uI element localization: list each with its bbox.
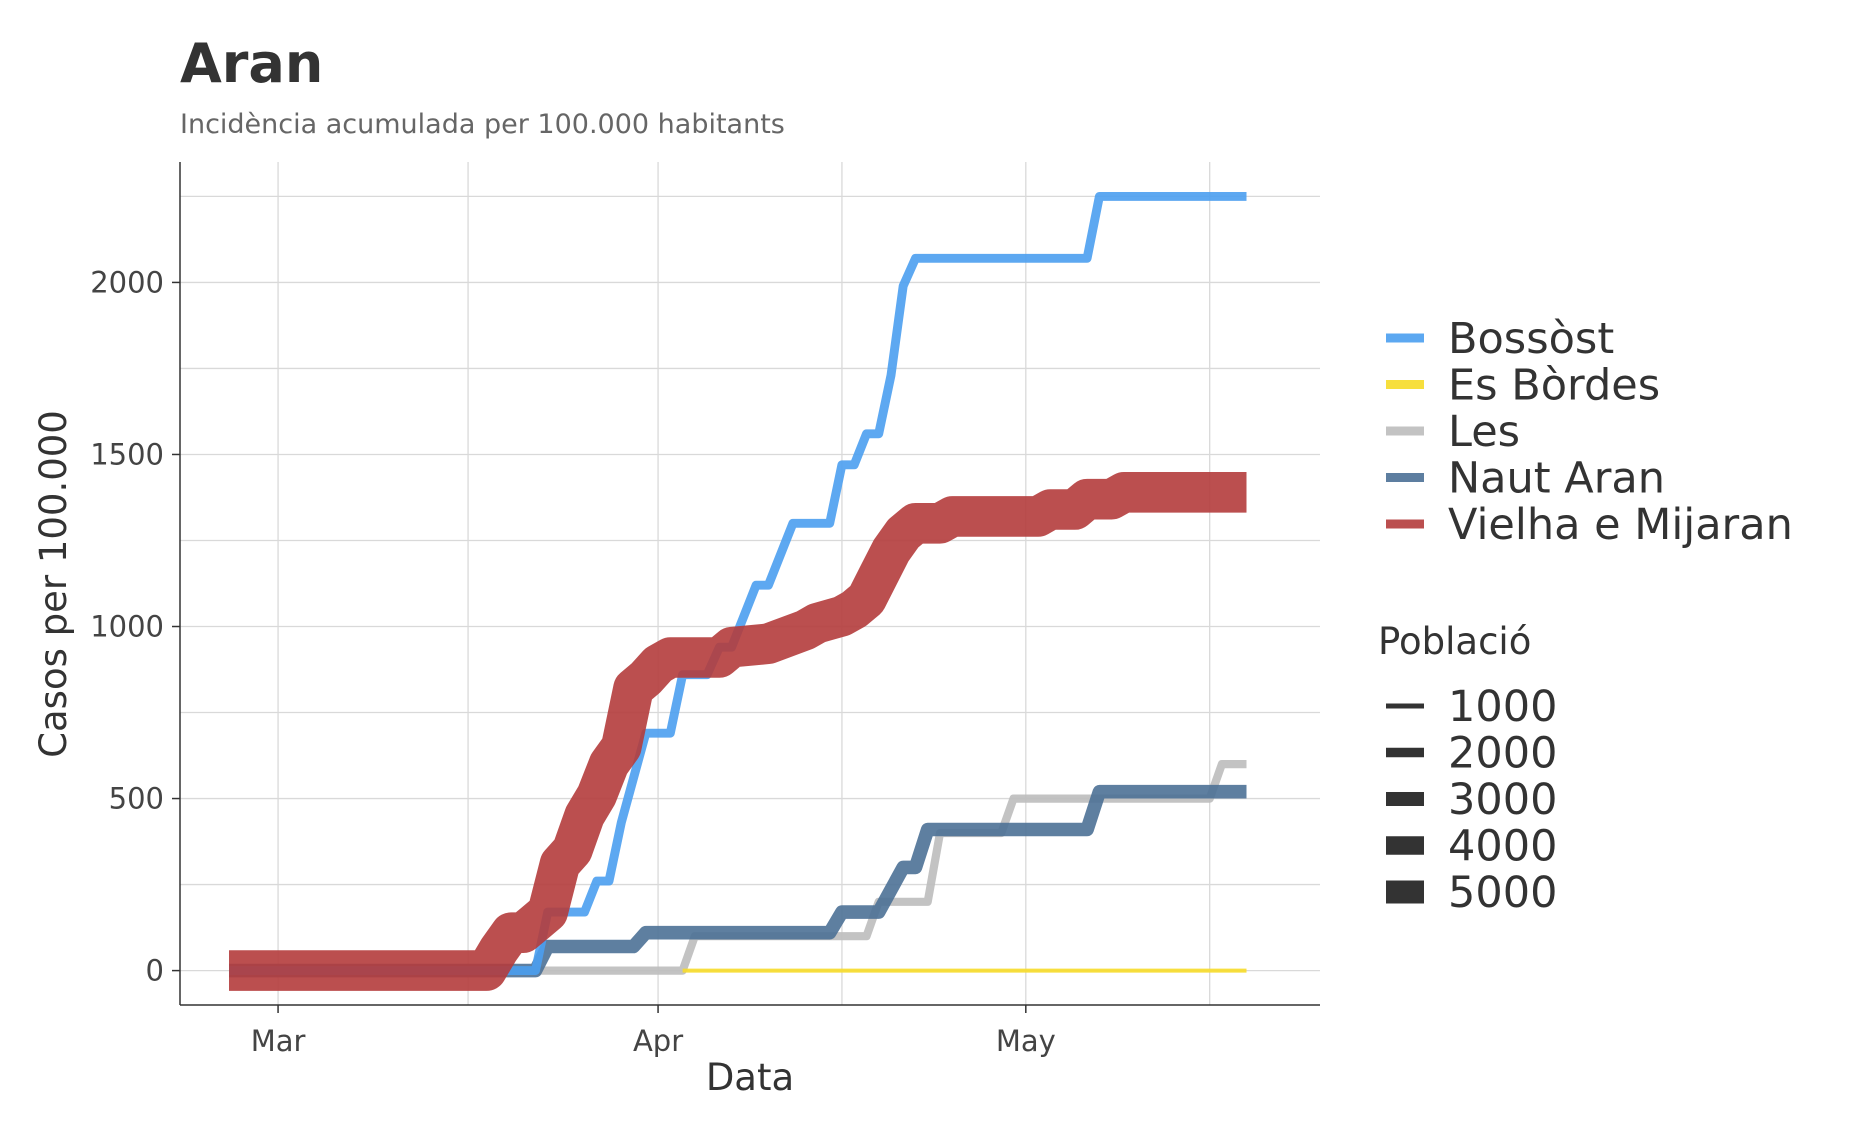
x-axis-ticks: Mar Apr May	[251, 1005, 1056, 1058]
legend-color-label: Naut Aran	[1448, 454, 1665, 504]
legend-size-label: 2000	[1448, 729, 1557, 779]
legend-color-label: Es Bòrdes	[1448, 361, 1660, 411]
x-axis-title: Data	[706, 1056, 794, 1099]
legend-size-label: 5000	[1448, 868, 1557, 918]
y-tick-label: 1500	[90, 437, 164, 471]
legend-color-label: Les	[1448, 407, 1520, 457]
y-tick-label: 1000	[90, 610, 164, 644]
legend-color-label: Vielha e Mijaran	[1448, 500, 1793, 550]
series-line-boss-st	[229, 191, 1247, 976]
legend-size-label: 3000	[1448, 775, 1557, 825]
gridlines	[180, 162, 1320, 1005]
chart-subtitle: Incidència acumulada per 100.000 habitan…	[180, 109, 785, 140]
legend-size-label: 1000	[1448, 682, 1557, 732]
x-tick-label: Apr	[633, 1024, 683, 1058]
legend-color-label: Bossòst	[1448, 314, 1614, 364]
y-axis-ticks: 0 500 1000 1500 2000	[90, 265, 180, 988]
y-tick-label: 2000	[90, 265, 164, 299]
x-tick-label: Mar	[251, 1024, 306, 1058]
y-axis-title: Casos per 100.000	[32, 410, 75, 758]
legend-size-label: 4000	[1448, 822, 1557, 872]
y-tick-label: 0	[146, 954, 164, 988]
x-tick-label: May	[996, 1024, 1056, 1058]
y-tick-label: 500	[109, 782, 164, 816]
series-layer	[229, 191, 1247, 991]
series-line-vielha-e-mijaran	[229, 472, 1247, 991]
legend-size-title: Població	[1378, 620, 1531, 663]
series-line-naut-aran	[229, 784, 1247, 978]
chart-title: Aran	[180, 32, 323, 95]
